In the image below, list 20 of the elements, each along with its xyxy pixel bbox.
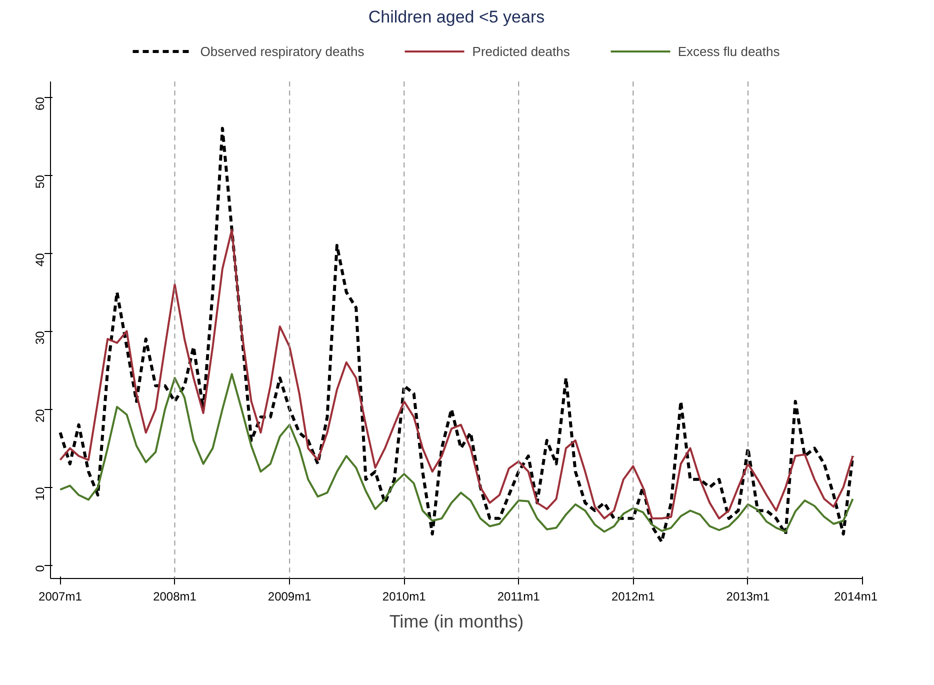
legend-label: Predicted deaths [472,44,570,58]
x-axis-title: Time (in months) [389,612,524,632]
x-tick-label: 2010m1 [382,590,426,604]
y-tick-label: 20 [33,408,47,423]
y-tick-label: 0 [33,564,47,572]
y-tick-label: 50 [33,174,47,188]
x-tick-label: 2013m1 [726,590,770,604]
chart-title: Children aged <5 years [368,8,545,26]
x-tick-label: 2009m1 [268,590,312,604]
x-tick-label: 2007m1 [38,590,82,604]
legend-label: Observed respiratory deaths [200,44,364,58]
x-tick-label: 2011m1 [497,590,540,604]
legend-label: Excess flu deaths [678,44,780,58]
x-tick-label: 2014m1 [834,590,878,604]
x-tick-label: 2008m1 [153,590,197,604]
x-tick-label: 2012m1 [611,590,656,604]
y-tick-label: 60 [33,96,47,110]
y-tick-label: 10 [33,486,47,501]
y-tick-label: 30 [33,330,47,345]
y-tick-label: 40 [33,252,47,266]
